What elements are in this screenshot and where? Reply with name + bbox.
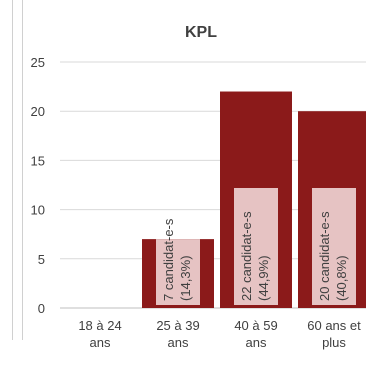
data-label-text: (14,3%) [178, 255, 193, 301]
data-label-text: (40,8%) [334, 255, 349, 301]
left-panel-edge [0, 0, 13, 340]
y-tick-label: 10 [31, 203, 45, 218]
x-tick-label: ans [246, 335, 267, 350]
data-label: 20 candidat-e-s (40,8%) [317, 211, 349, 301]
y-tick-label: 0 [38, 301, 45, 316]
x-tick-label: 60 ans et [307, 318, 361, 333]
x-axis-categories: 18 à 24 ans 25 à 39 ans 40 à 59 ans 60 ans et p… [78, 318, 361, 350]
data-label: 22 candidat-e-s (44,9%) [239, 211, 271, 301]
data-label-box [312, 188, 356, 305]
y-tick-label: 5 [38, 252, 45, 267]
data-labels: 7 candidat-e-s (14,3%) 22 candidat-e-s (44,… [156, 188, 356, 305]
x-tick-label: 40 à 59 [234, 318, 277, 333]
y-axis-ticks: 0 5 10 15 20 25 [31, 55, 45, 316]
data-label-text: 20 candidat-e-s [317, 211, 332, 301]
x-tick-label: ans [90, 335, 111, 350]
data-label-text: (44,9%) [256, 255, 271, 301]
y-tick-label: 20 [31, 104, 45, 119]
data-label-text: 7 candidat-e-s [161, 218, 176, 301]
x-tick-label: plus [322, 335, 346, 350]
data-label: 7 candidat-e-s (14,3%) [161, 218, 193, 301]
y-tick-label: 15 [31, 153, 45, 168]
data-label-box [234, 188, 278, 305]
x-tick-label: 18 à 24 [78, 318, 121, 333]
x-tick-label: 25 à 39 [156, 318, 199, 333]
chart-title: KPL [185, 24, 217, 41]
y-tick-label: 25 [31, 55, 45, 70]
x-tick-label: ans [168, 335, 189, 350]
data-label-text: 22 candidat-e-s [239, 211, 254, 301]
data-label-box [156, 239, 200, 305]
chart-card [22, 0, 366, 340]
